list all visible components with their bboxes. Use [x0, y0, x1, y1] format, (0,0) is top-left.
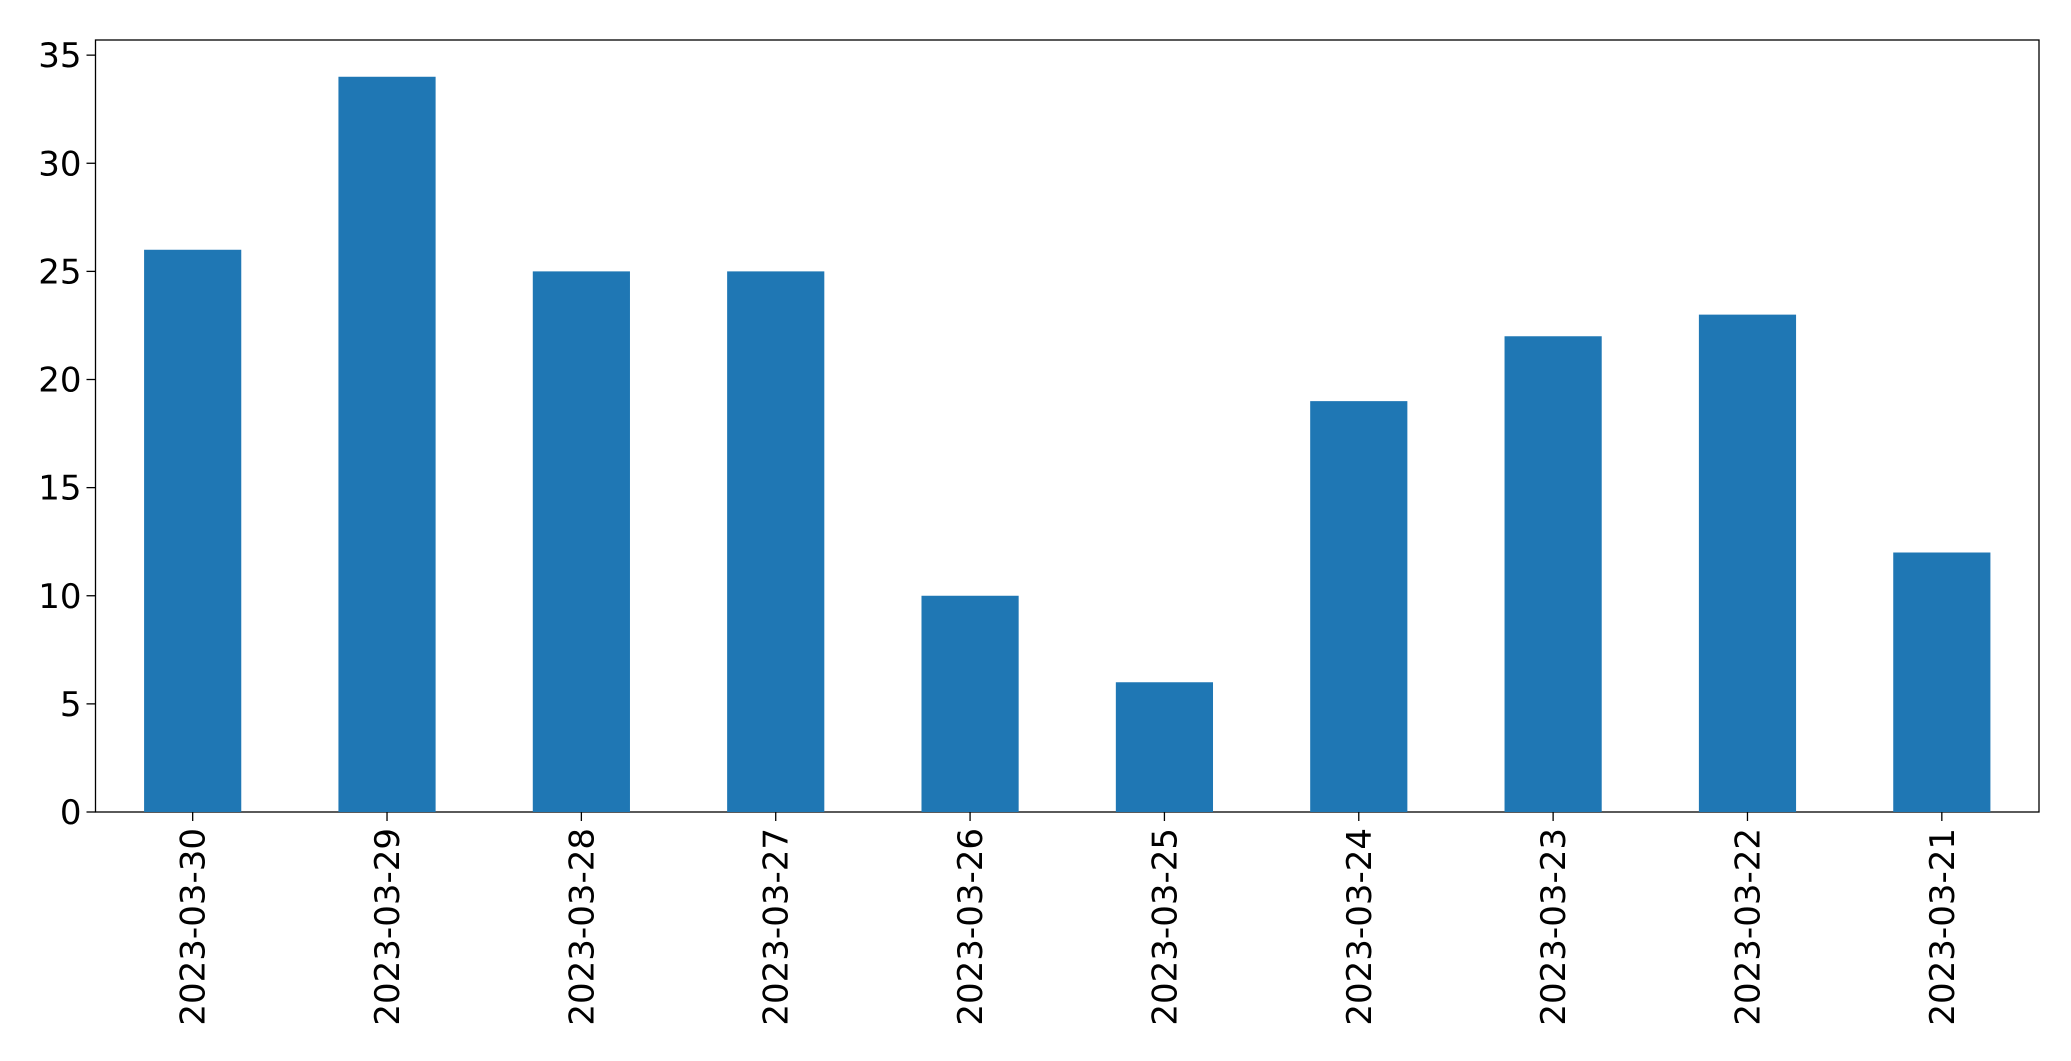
bar — [144, 249, 242, 813]
y-tick-label: 20 — [38, 361, 81, 401]
y-tick-label: 0 — [60, 793, 82, 833]
bar — [1115, 682, 1214, 812]
x-tick-label: 2023-03-26 — [951, 828, 991, 1026]
x-tick-label: 2023-03-24 — [1340, 828, 1380, 1026]
y-tick-label: 15 — [38, 469, 81, 509]
bar — [1504, 336, 1602, 812]
bar — [921, 595, 1019, 812]
x-tick-label: 2023-03-22 — [1728, 828, 1768, 1026]
y-tick-label: 35 — [38, 36, 81, 76]
y-tick-label: 25 — [38, 252, 81, 292]
x-tick-label: 2023-03-30 — [174, 828, 214, 1026]
x-tick-label: 2023-03-21 — [1923, 828, 1963, 1026]
y-tick-label: 30 — [38, 144, 81, 184]
bar — [727, 271, 825, 812]
x-tick-label: 2023-03-28 — [562, 828, 602, 1026]
bar — [1310, 401, 1408, 812]
bar — [532, 271, 630, 812]
x-tick-label: 2023-03-25 — [1145, 828, 1185, 1026]
y-tick-label: 10 — [38, 577, 81, 617]
x-tick-label: 2023-03-27 — [757, 828, 797, 1026]
y-tick-label: 5 — [60, 685, 82, 725]
bar — [1698, 314, 1797, 812]
x-tick-label: 2023-03-23 — [1534, 828, 1574, 1026]
x-tick-label: 2023-03-29 — [368, 828, 408, 1026]
bar — [1893, 552, 1991, 812]
bar — [338, 76, 436, 812]
axes-frame — [94, 39, 2040, 813]
